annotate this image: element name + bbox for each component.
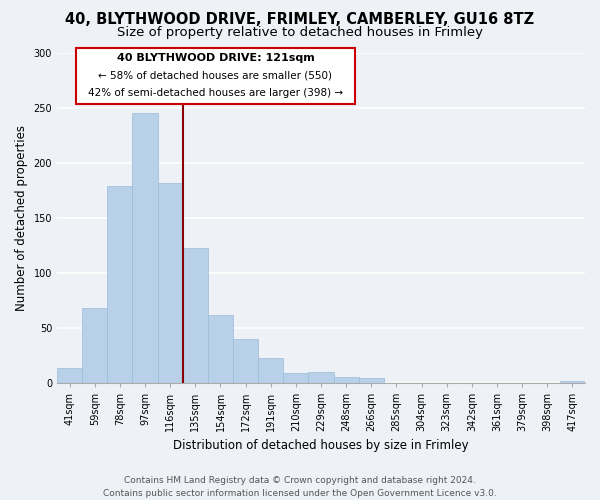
- Bar: [82, 308, 107, 383]
- Bar: [208, 314, 233, 383]
- Bar: [57, 368, 82, 383]
- Text: 42% of semi-detached houses are larger (398) →: 42% of semi-detached houses are larger (…: [88, 88, 343, 99]
- Y-axis label: Number of detached properties: Number of detached properties: [15, 125, 28, 311]
- Bar: [334, 378, 359, 383]
- Bar: [107, 186, 133, 383]
- Text: 40 BLYTHWOOD DRIVE: 121sqm: 40 BLYTHWOOD DRIVE: 121sqm: [116, 54, 314, 64]
- Bar: [258, 358, 283, 383]
- FancyBboxPatch shape: [76, 48, 355, 104]
- Bar: [308, 372, 334, 383]
- Bar: [359, 378, 384, 383]
- Text: Size of property relative to detached houses in Frimley: Size of property relative to detached ho…: [117, 26, 483, 39]
- Bar: [283, 373, 308, 383]
- Bar: [560, 380, 585, 383]
- Text: ← 58% of detached houses are smaller (550): ← 58% of detached houses are smaller (55…: [98, 71, 332, 81]
- Bar: [133, 112, 158, 383]
- Bar: [183, 248, 208, 383]
- Bar: [233, 339, 258, 383]
- Bar: [158, 183, 183, 383]
- X-axis label: Distribution of detached houses by size in Frimley: Distribution of detached houses by size …: [173, 440, 469, 452]
- Text: Contains HM Land Registry data © Crown copyright and database right 2024.
Contai: Contains HM Land Registry data © Crown c…: [103, 476, 497, 498]
- Text: 40, BLYTHWOOD DRIVE, FRIMLEY, CAMBERLEY, GU16 8TZ: 40, BLYTHWOOD DRIVE, FRIMLEY, CAMBERLEY,…: [65, 12, 535, 28]
